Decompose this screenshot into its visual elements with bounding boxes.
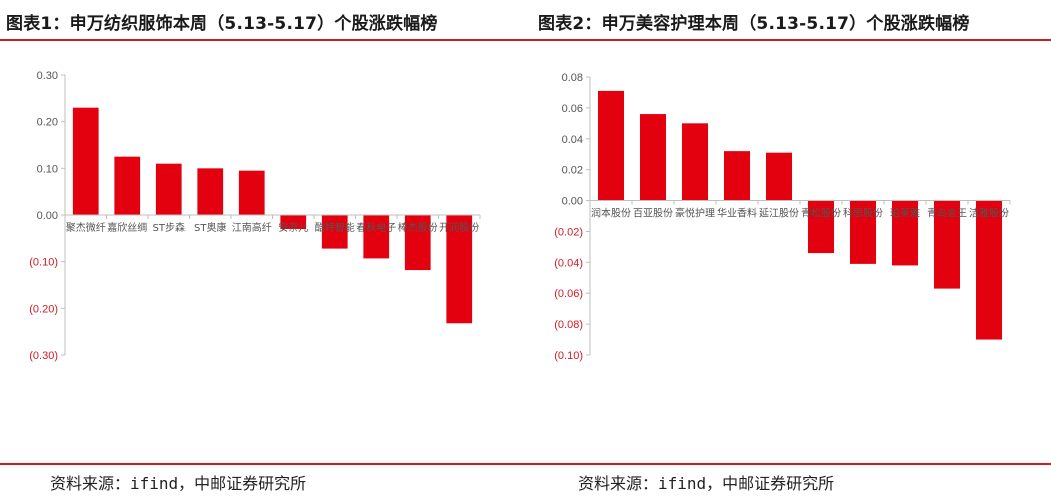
y-tick-label: 0.00: [37, 210, 58, 222]
bar: [765, 152, 793, 201]
category-label: 春秋电子: [356, 221, 396, 234]
category-label: 华业香料: [717, 207, 757, 220]
source-note-left: 资料来源：ifind，中邮证券研究所: [50, 474, 307, 493]
bar: [975, 200, 1003, 340]
bar: [155, 163, 182, 215]
category-label: 延江股份: [759, 208, 799, 220]
y-tick-label: (0.10): [29, 257, 58, 269]
y-tick-label: (0.04): [554, 257, 583, 269]
chart-title-left: 图表1：申万纺织服饰本周（5.13-5.17）个股涨跌幅榜: [6, 14, 438, 34]
y-tick-label: (0.20): [29, 303, 58, 315]
category-label: 棒杰股份: [398, 221, 438, 234]
bar: [363, 215, 390, 259]
bar-chart-right: 0.08 0.06 0.04 0.02 0.00 (0.02) (0.04) (0.06) (0…: [554, 72, 1011, 362]
bar: [404, 215, 431, 271]
bar: [72, 107, 99, 215]
bar: [681, 123, 709, 201]
category-label: ST奥康: [194, 221, 226, 234]
bar: [114, 156, 141, 215]
y-tick-label: (0.10): [554, 350, 583, 362]
category-label: ST步森: [153, 221, 185, 234]
bar-chart-left: 0.30 0.20 0.10 0.00 (0.10) (0.20) (0.30) 聚杰微纤 嘉欣…: [29, 70, 481, 362]
category-label: 江南高纤: [232, 221, 272, 234]
category-label: 洁雅股份: [969, 207, 1009, 220]
bar: [891, 200, 919, 266]
y-tick-label: 0.04: [562, 134, 583, 146]
category-label: 珀莱雅: [890, 207, 920, 220]
source-note-right: 资料来源：ifind，中邮证券研究所: [578, 474, 835, 493]
category-label: 聚杰微纤: [66, 221, 106, 234]
category-label: 豪悦护理: [675, 207, 715, 220]
bar: [197, 168, 224, 215]
category-label: 科思股份: [843, 207, 883, 220]
bar: [639, 114, 667, 201]
category-label: 百亚股份: [633, 208, 673, 220]
y-tick-label: 0.30: [37, 70, 58, 82]
bottom-divider: [0, 463, 1051, 465]
y-tick-label: 0.00: [562, 196, 583, 208]
bar: [280, 215, 307, 229]
category-label: 开润股份: [439, 221, 479, 234]
bar: [807, 200, 835, 254]
bar: [238, 170, 265, 215]
y-tick-label: (0.08): [554, 319, 583, 331]
title-row: 图表1：申万纺织服饰本周（5.13-5.17）个股涨跌幅榜 图表2：申万美容护理…: [0, 0, 1051, 40]
y-tick-label: 0.02: [562, 165, 583, 177]
bar: [723, 151, 751, 201]
category-label: 安奈儿: [278, 221, 308, 234]
bar: [446, 215, 473, 324]
category-label: 酷特智能: [315, 221, 355, 234]
bar: [321, 215, 348, 249]
category-label: 青松股份: [801, 207, 841, 220]
category-label: 青岛金王: [927, 207, 967, 220]
bar: [933, 200, 961, 289]
category-label: 嘉欣丝绸: [107, 221, 147, 234]
y-tick-label: 0.06: [562, 103, 583, 115]
y-tick-label: 0.10: [37, 163, 58, 175]
top-divider: [0, 39, 1051, 41]
bar: [849, 200, 877, 264]
y-tick-label: 0.20: [37, 117, 58, 129]
bar: [597, 90, 625, 201]
y-tick-label: 0.08: [562, 72, 583, 84]
y-tick-label: (0.06): [554, 288, 583, 300]
chart-title-right: 图表2：申万美容护理本周（5.13-5.17）个股涨跌幅榜: [538, 14, 970, 34]
category-label: 润本股份: [591, 207, 631, 220]
y-tick-label: (0.02): [554, 226, 583, 238]
y-tick-label: (0.30): [29, 350, 58, 362]
